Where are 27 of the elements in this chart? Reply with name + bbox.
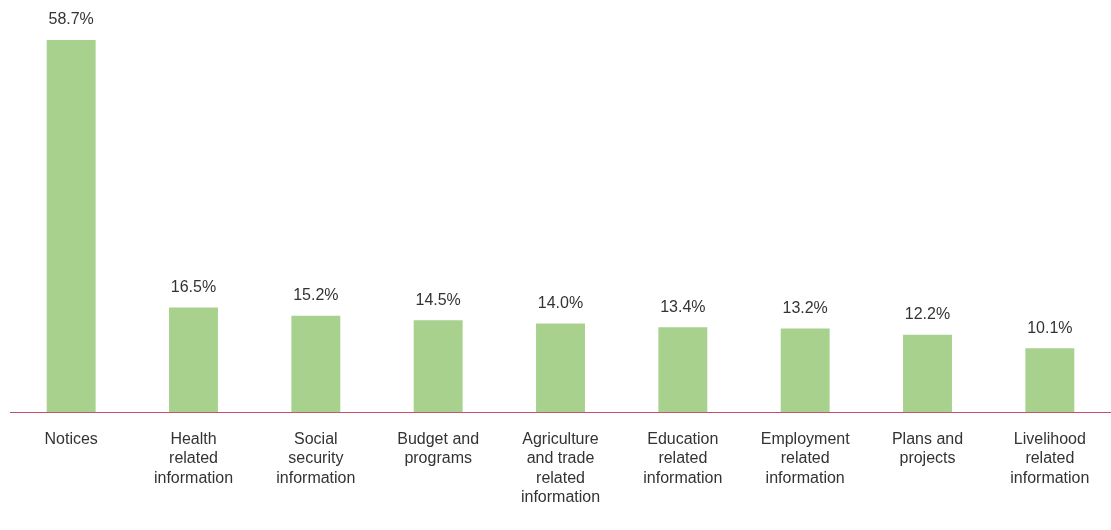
bar	[169, 307, 218, 413]
data-label: 14.5%	[415, 290, 461, 308]
bar	[413, 320, 463, 413]
data-label: 13.4%	[660, 297, 706, 315]
data-label: 15.2%	[293, 286, 339, 304]
x-tick-label: Plans and projects	[891, 430, 964, 467]
bar	[536, 323, 585, 413]
bar	[780, 328, 830, 413]
x-tick-label: Livelihood related information	[1010, 430, 1090, 486]
bar	[903, 334, 952, 413]
x-tick-label: Budget and programs	[397, 430, 480, 467]
bar	[658, 327, 708, 413]
data-label: 10.1%	[1027, 318, 1073, 336]
x-tick-label: Employment related information	[760, 430, 851, 486]
data-label: 14.0%	[537, 293, 584, 311]
x-tick-label: Social security information	[276, 430, 356, 486]
x-tick-label: Agriculture and trade related information	[520, 430, 601, 505]
x-tick-label: Notices	[44, 430, 98, 448]
data-label: 16.5%	[170, 277, 217, 295]
data-label: 13.2%	[782, 298, 828, 316]
data-label: 12.2%	[904, 305, 951, 323]
bar	[1025, 348, 1075, 413]
x-tick-label: Education related information	[643, 430, 723, 486]
bar	[291, 315, 341, 413]
bar	[46, 40, 96, 413]
data-label: 58.7%	[48, 10, 94, 28]
x-tick-label: Health related information	[153, 430, 234, 486]
